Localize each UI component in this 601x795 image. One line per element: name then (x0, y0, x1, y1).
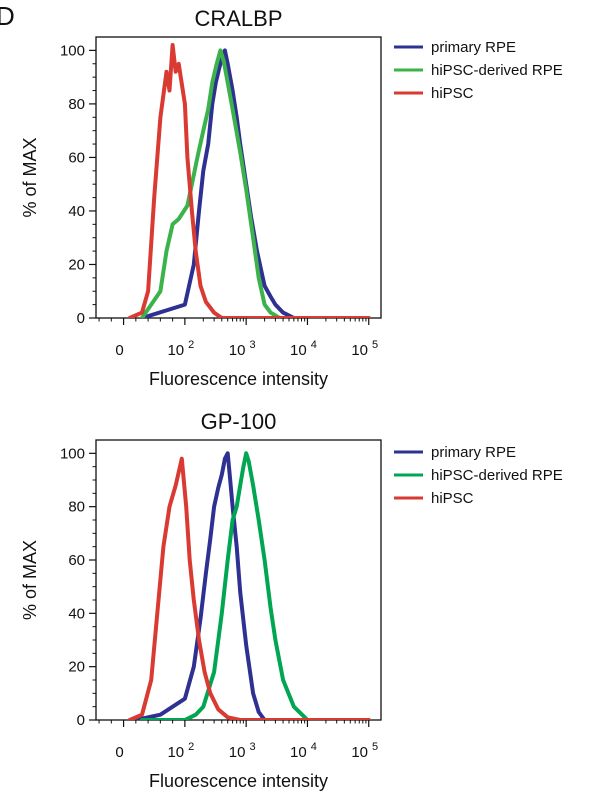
y-axis-label: % of MAX (20, 540, 40, 620)
x-tick-label: 10 5 (351, 339, 378, 359)
legend-label: hiPSC-derived RPE (431, 62, 563, 79)
y-tick-label: 60 (68, 552, 85, 569)
series-line-hipsc (127, 456, 371, 720)
x-tick-exp: 2 (188, 741, 194, 753)
x-tick-label: 0 (115, 744, 123, 761)
x-tick-base: 0 (115, 342, 123, 359)
x-tick-base: 10 (229, 342, 246, 359)
y-tick-label: 20 (68, 256, 85, 273)
series-line-primary-rpe (140, 48, 371, 318)
x-tick-exp: 4 (311, 741, 317, 753)
x-tick-exp: 3 (249, 741, 255, 753)
y-tick-label: 0 (77, 712, 85, 729)
y-tick-label: 40 (68, 203, 85, 220)
x-tick-label: 10 4 (290, 339, 317, 359)
legend-label: hiPSC-derived RPE (431, 467, 563, 484)
x-axis-label: Fluorescence intensity (149, 771, 328, 791)
x-tick-base: 10 (351, 342, 368, 359)
y-tick-label: 80 (68, 96, 85, 113)
series-line-hipsc-derived-rpe (140, 48, 371, 318)
y-tick-label: 80 (68, 499, 85, 516)
x-tick-base: 0 (115, 744, 123, 761)
x-tick-label: 10 3 (229, 741, 256, 761)
x-tick-exp: 2 (188, 339, 194, 351)
legend-label: primary RPE (431, 39, 516, 56)
chart-title: CRALBP (194, 6, 282, 31)
y-tick-label: 40 (68, 605, 85, 622)
y-tick-label: 100 (60, 445, 85, 462)
x-tick-exp: 4 (311, 339, 317, 351)
legend-label: hiPSC (431, 85, 474, 102)
x-tick-base: 10 (167, 744, 184, 761)
chart-title: GP-100 (201, 409, 277, 434)
x-tick-label: 10 2 (167, 741, 194, 761)
x-tick-base: 10 (167, 342, 184, 359)
y-tick-label: 0 (77, 310, 85, 327)
x-tick-label: 10 3 (229, 339, 256, 359)
x-tick-label: 10 4 (290, 741, 317, 761)
x-tick-label: 10 5 (351, 741, 378, 761)
x-tick-exp: 5 (372, 741, 378, 753)
plot-frame (95, 36, 382, 319)
y-tick-label: 60 (68, 149, 85, 166)
x-tick-base: 10 (290, 342, 307, 359)
legend-label: hiPSC (431, 490, 474, 507)
x-tick-base: 10 (290, 744, 307, 761)
y-tick-label: 100 (60, 42, 85, 59)
series-line-hipsc-derived-rpe (140, 451, 371, 720)
x-tick-base: 10 (351, 744, 368, 761)
panel-letter: D (0, 1, 15, 31)
x-axis-label: Fluorescence intensity (149, 369, 328, 389)
y-axis-label: % of MAX (20, 137, 40, 217)
x-tick-label: 10 2 (167, 339, 194, 359)
y-tick-label: 20 (68, 659, 85, 676)
x-tick-base: 10 (229, 744, 246, 761)
legend-label: primary RPE (431, 444, 516, 461)
x-tick-label: 0 (115, 342, 123, 359)
series-line-primary-rpe (133, 451, 371, 720)
series-line-hipsc (127, 43, 371, 318)
x-tick-exp: 5 (372, 339, 378, 351)
x-tick-exp: 3 (249, 339, 255, 351)
